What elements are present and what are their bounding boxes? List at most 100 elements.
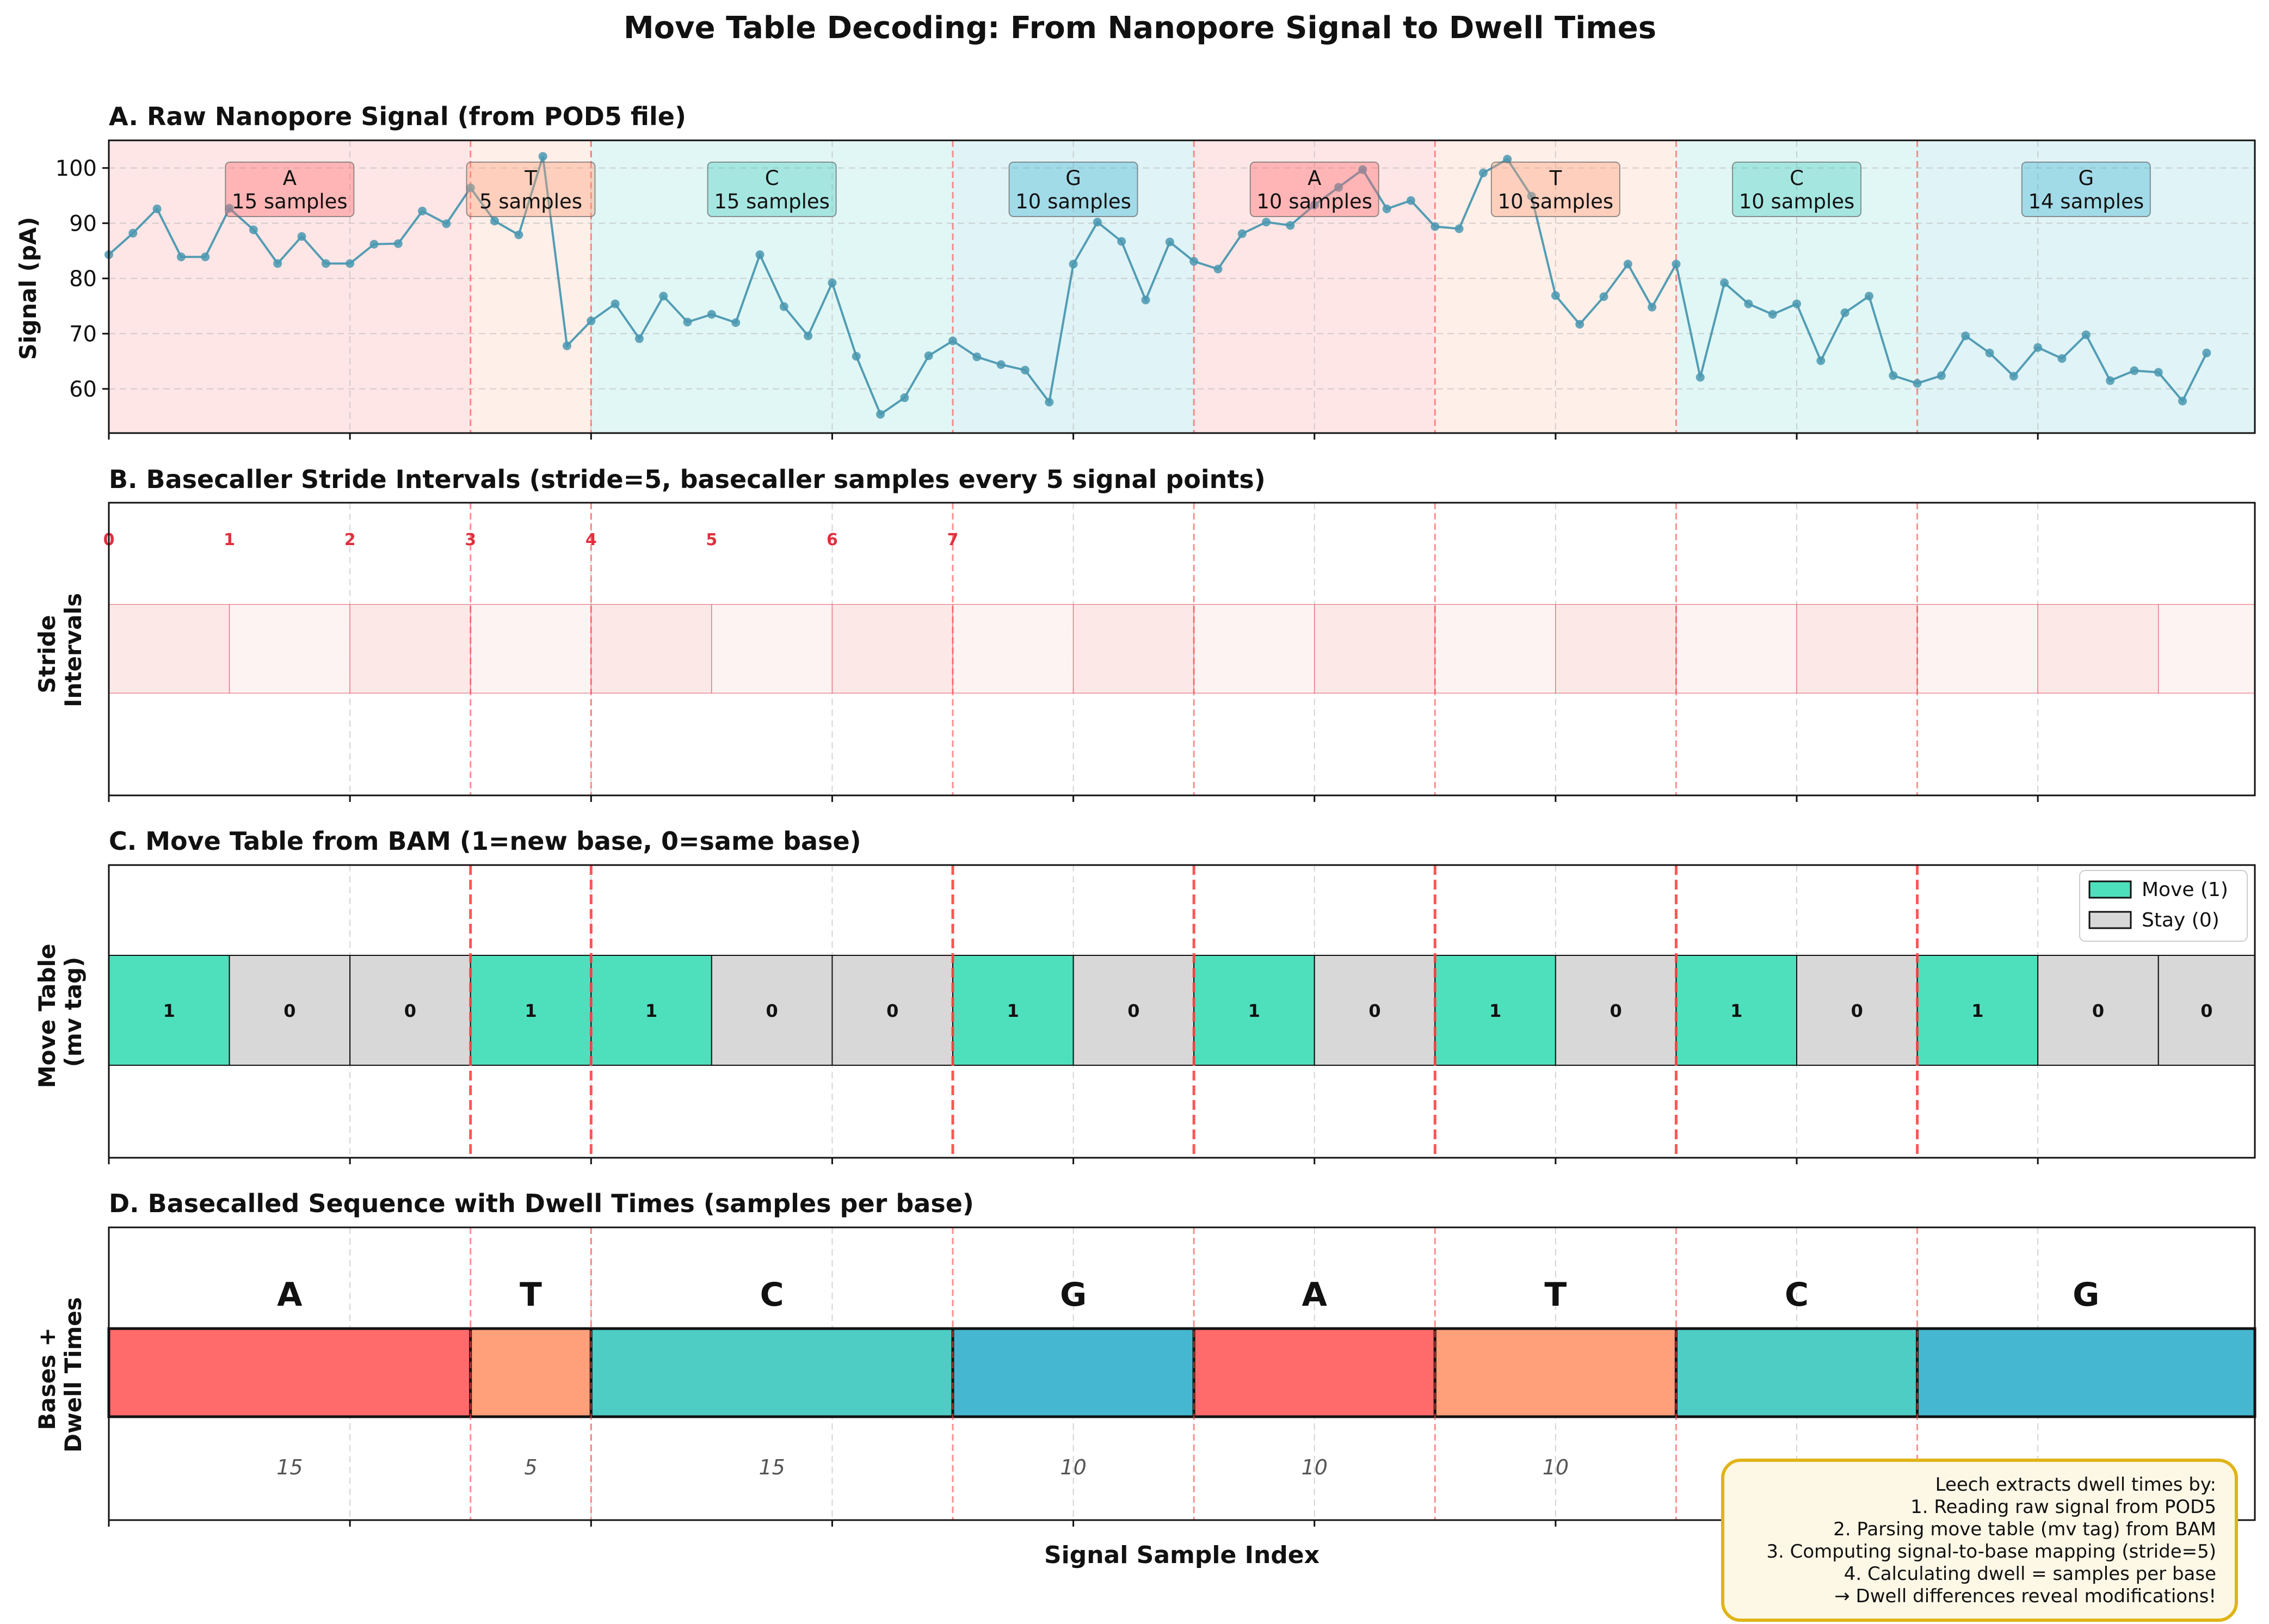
signal-point-46 [1213,264,1223,274]
panel-a-title: A. Raw Nanopore Signal (from POD5 file) [109,102,686,131]
segment-base-label-2: C [765,166,779,190]
legend-swatch-0 [2088,880,2132,899]
segment-samples-label-4: 10 samples [1256,190,1372,213]
signal-point-13 [418,206,427,215]
segment-background-0 [109,140,471,433]
panel-d-title: D. Basecalled Sequence with Dwell Times … [109,1189,974,1218]
segment-base-label-4: A [1308,166,1321,190]
signal-point-41 [1093,218,1102,227]
move-value-17: 0 [2200,1001,2212,1021]
move-value-10: 0 [1368,1001,1380,1021]
note-line-2: 2. Parsing move table (mv tag) from BAM [1833,1518,2216,1540]
move-value-9: 1 [1248,1001,1260,1021]
signal-point-44 [1165,237,1174,246]
signal-point-78 [1985,348,1994,357]
stride-index-label-4: 4 [585,530,597,549]
stride-index-label-7: 7 [947,530,959,549]
stride-interval-7 [952,604,1074,694]
panel-c-legend: Move (1) Stay (0) [2079,870,2248,942]
panel-a-frame [108,139,2256,434]
segment-samples-label-5: 10 samples [1498,190,1614,213]
signal-point-83 [2106,376,2115,385]
signal-point-10 [346,259,355,268]
signal-point-34 [924,351,933,360]
segment-background-7 [1917,140,2255,433]
signal-point-80 [2033,343,2043,352]
signal-point-50 [1310,200,1319,209]
segment-background-1 [470,140,591,433]
y-tick-label-0: 60 [69,377,97,402]
stride-index-label-2: 2 [344,530,356,549]
move-value-16: 0 [2092,1001,2104,1021]
panel-d-boundary-lines [470,1227,1919,1520]
panel-b-title: B. Basecaller Stride Intervals (stride=5… [109,465,1266,494]
signal-point-14 [442,219,451,229]
base-letter-7: G [2073,1276,2099,1314]
y-tick-label-3: 90 [69,211,97,236]
base-letter-4: A [1302,1276,1328,1314]
dwell-label-5: 10 [1543,1455,1569,1479]
signal-point-47 [1237,229,1247,238]
panel-d-labels: A 15 T 5 C 15 G 10 A 10 T 10 C G [276,1276,2099,1479]
y-tick-label-1: 70 [69,322,97,347]
move-cell-10 [1314,955,1436,1066]
dwell-label-3: 10 [1060,1455,1086,1479]
signal-point-26 [731,318,741,327]
base-block-5 [1433,1327,1678,1418]
signal-point-85 [2154,368,2163,377]
signal-point-75 [1913,379,1922,388]
base-block-3 [951,1327,1195,1418]
panel-b-stride-intervals: B. Basecaller Stride Intervals (stride=5… [34,465,2256,802]
signal-point-38 [1020,366,1029,375]
stride-interval-17 [2157,604,2255,694]
signal-point-82 [2081,330,2091,339]
panel-d-ylabel-line-1: Bases + [34,1327,60,1430]
stride-interval-16 [2037,604,2159,694]
signal-point-64 [1648,302,1657,312]
signal-point-73 [1864,292,1873,301]
segment-samples-label-1: 5 samples [479,190,582,213]
signal-point-55 [1431,222,1440,231]
panel-b-ylabel-line-1: Stride [34,615,60,693]
panel-c-boundary-lines [469,865,1919,1158]
signal-point-25 [707,310,716,319]
segment-label-box-3 [1008,162,1138,217]
stride-interval-12 [1555,604,1677,694]
y-tick-label-2: 80 [69,267,97,292]
move-value-1: 0 [283,1001,295,1021]
signal-point-70 [1792,299,1802,308]
signal-point-11 [369,239,379,249]
stride-interval-2 [349,604,471,694]
move-cell-1 [229,955,351,1066]
signal-point-53 [1382,204,1391,213]
signal-point-51 [1334,183,1343,192]
panel-b-stride-cells [108,604,2255,694]
signal-point-62 [1599,292,1608,301]
stride-interval-3 [470,604,592,694]
stride-index-label-5: 5 [706,530,717,549]
stride-interval-9 [1193,604,1315,694]
move-value-6: 0 [886,1001,898,1021]
panel-d-ylabel: Bases + Dwell Times [34,1297,87,1453]
signal-point-35 [948,336,958,345]
signal-point-36 [972,352,982,361]
segment-base-label-7: G [2078,166,2094,190]
legend-label-0: Move (1) [2142,879,2228,901]
signal-point-7 [273,259,282,268]
move-cell-17 [2157,955,2255,1066]
segment-base-label-5: T [1549,166,1562,190]
signal-point-56 [1454,224,1464,233]
dwell-label-1: 5 [524,1455,537,1479]
panel-c-move-table: C. Move Table from BAM (1=new base, 0=sa… [34,826,2256,1164]
dwell-label-0: 15 [276,1455,303,1479]
signal-point-71 [1816,356,1826,366]
move-value-7: 1 [1007,1001,1019,1021]
signal-point-29 [804,331,813,341]
stride-interval-0 [108,604,230,694]
stride-interval-5 [711,604,833,694]
stride-interval-14 [1796,604,1918,694]
stride-index-label-1: 1 [224,530,235,549]
panel-d-dwell-times: D. Basecalled Sequence with Dwell Times … [34,1189,2256,1569]
